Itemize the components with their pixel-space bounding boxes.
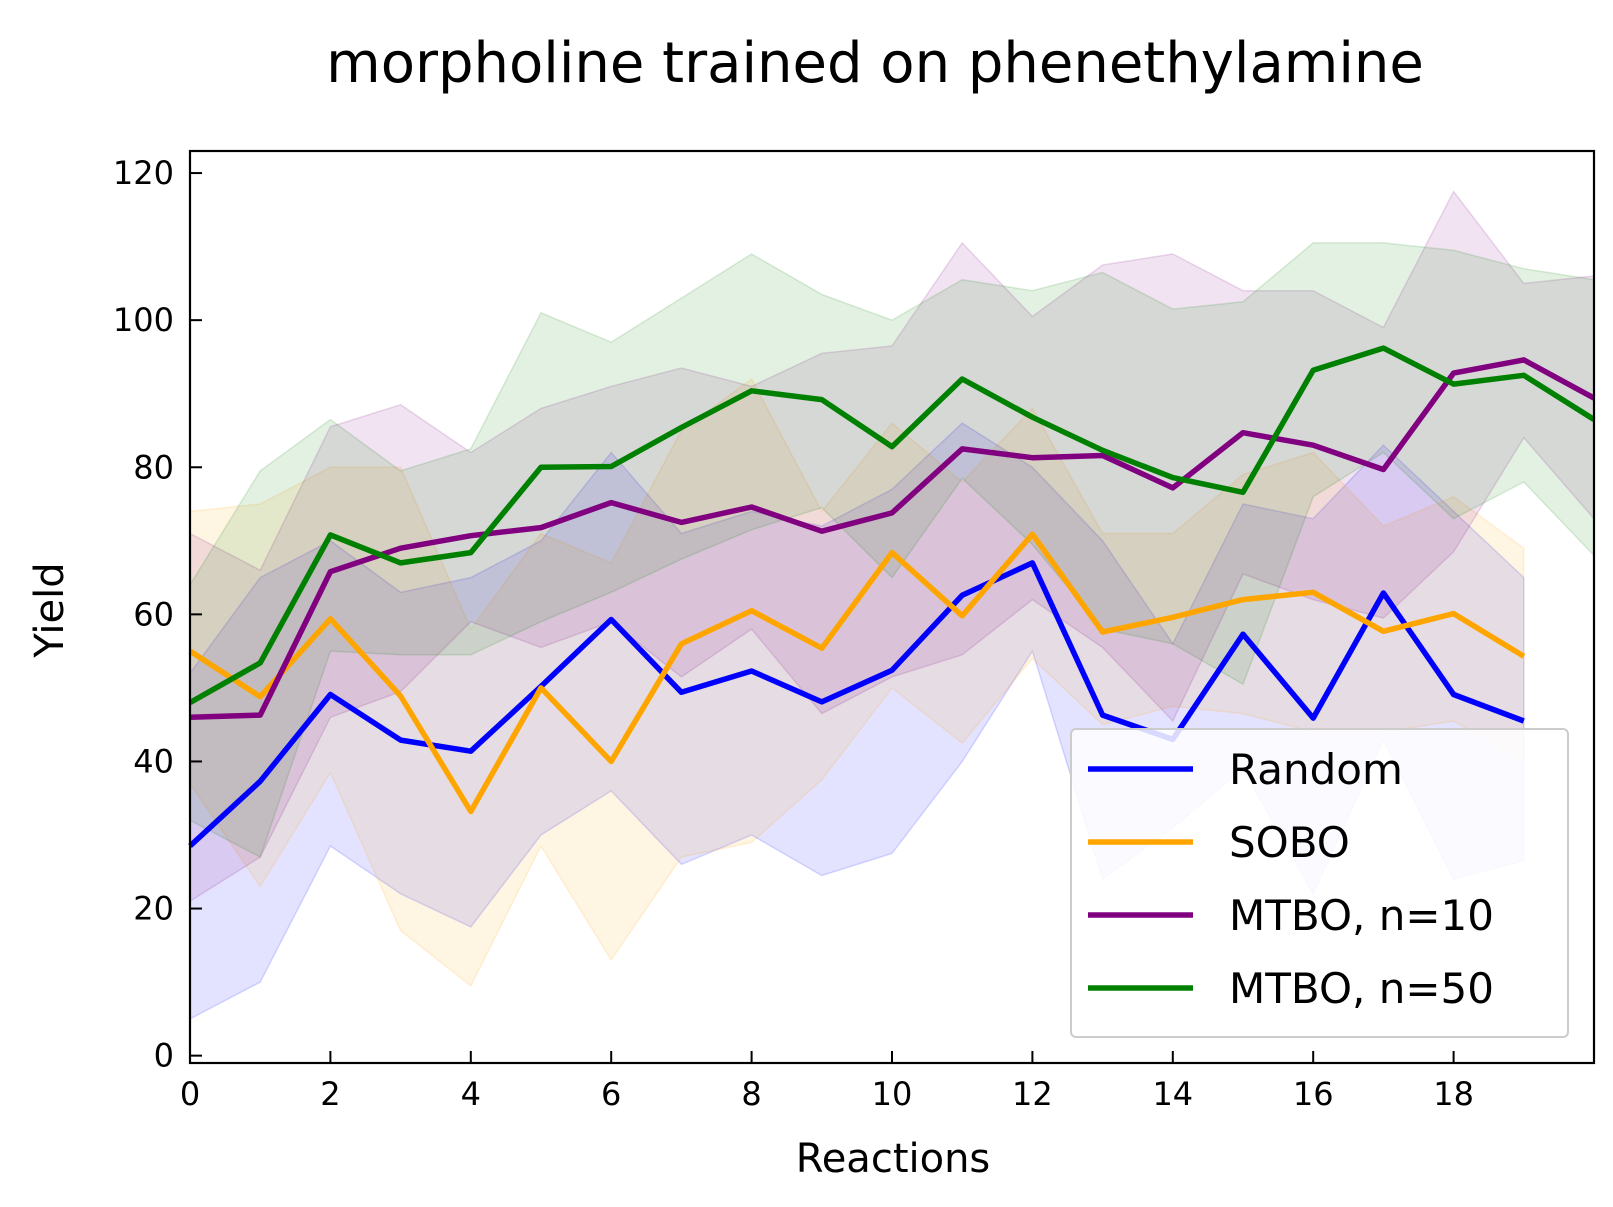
y-tick-label: 100: [113, 301, 174, 339]
y-tick-label: 80: [133, 448, 174, 486]
x-tick-label: 6: [601, 1075, 621, 1113]
x-tick-label: 4: [461, 1075, 481, 1113]
y-axis-label: Yield: [27, 562, 73, 658]
legend-label: SOBO: [1229, 818, 1350, 867]
legend-label: MTBO, n=10: [1229, 891, 1494, 940]
x-tick-label: 14: [1152, 1075, 1193, 1113]
legend-box: [1070, 728, 1569, 1038]
legend-label: MTBO, n=50: [1229, 964, 1494, 1013]
x-tick-label: 12: [1012, 1075, 1053, 1113]
line-series-1: [188, 531, 1526, 815]
x-tick-label: 10: [872, 1075, 913, 1113]
line-series-3: [188, 345, 1596, 705]
x-axis-label: Reactions: [796, 1136, 991, 1182]
x-tick-label: 0: [180, 1075, 200, 1113]
y-tick-label: 40: [133, 742, 174, 780]
x-tick-label: 8: [741, 1075, 761, 1113]
line-series-2: [189, 357, 1596, 721]
x-tick-label: 16: [1293, 1075, 1334, 1113]
y-tick-label: 120: [113, 154, 174, 192]
chart-title: morpholine trained on phenethylamine: [326, 31, 1424, 96]
y-tick-label: 60: [133, 595, 174, 633]
y-tick-label: 0: [154, 1037, 174, 1075]
x-tick-label: 2: [320, 1075, 340, 1113]
x-tick-label: 18: [1433, 1075, 1474, 1113]
line-series-0: [188, 560, 1525, 849]
legend-label: Random: [1229, 745, 1403, 794]
plot-area: 0 2 4 6 8 10 12 14 16 18 0 20 40 60 80 100 120: [113, 149, 1596, 1113]
y-tick-label: 20: [133, 890, 174, 928]
legend: Random SOBO MTBO, n=10 MTBO, n=50: [1070, 728, 1569, 1038]
